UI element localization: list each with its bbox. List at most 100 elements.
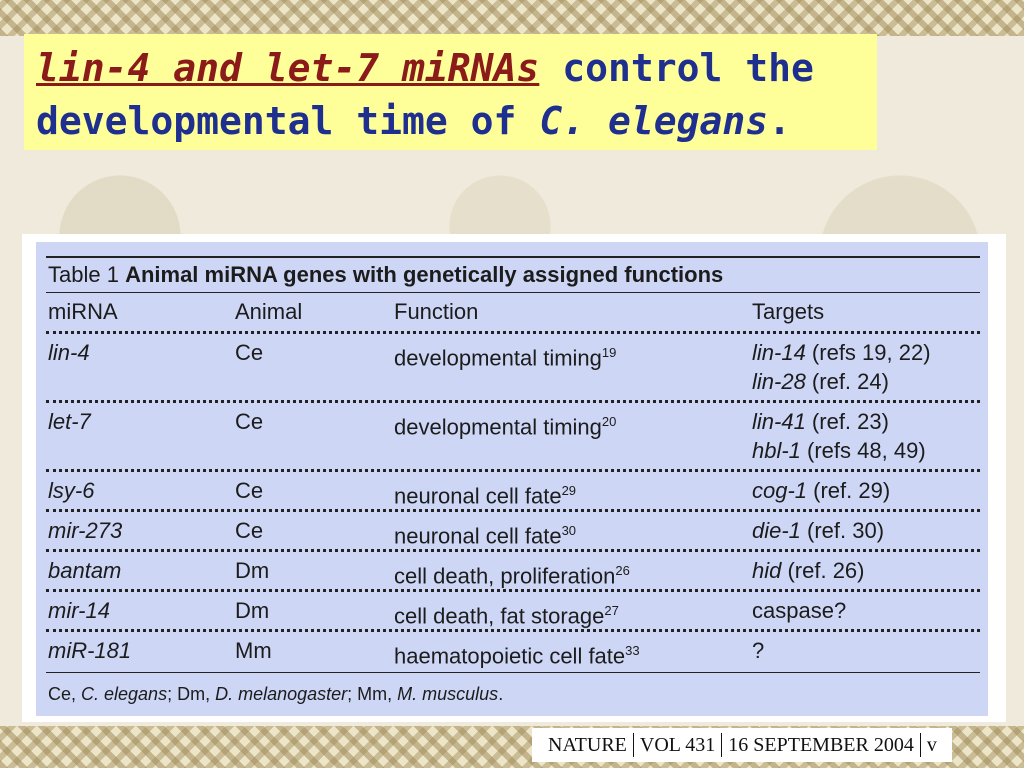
function-text: developmental timing	[394, 345, 602, 371]
row-mir273-target-1: die-1 (ref. 30)	[752, 518, 884, 544]
row-bantam-mirna: bantam	[48, 558, 121, 584]
mirna-table: Table 1 Animal miRNA genes with genetica…	[36, 242, 988, 716]
citation-trail: v	[926, 733, 937, 756]
target-ref: (ref. 23)	[805, 409, 889, 434]
footnote-text: Ce,	[48, 684, 82, 704]
citation-separator	[919, 733, 921, 757]
mirna-name: bantam	[48, 558, 122, 583]
citation-separator	[632, 733, 634, 757]
row-mir14-animal: Dm	[235, 598, 270, 623]
row-mir273-function: neuronal cell fate30	[394, 518, 576, 549]
row-lin4-mirna: lin-4	[48, 340, 90, 366]
slide-title: lin-4 and let-7 miRNAs control the devel…	[24, 34, 877, 150]
target-ref: (ref. 24)	[805, 369, 889, 394]
row-lin4-animal: Ce	[235, 340, 264, 365]
footnote-text: ; Dm,	[167, 684, 216, 704]
header-mirna: miRNA	[48, 299, 118, 324]
target-ref: (ref. 30)	[800, 518, 885, 543]
row-mir14-mirna: mir-14	[48, 598, 110, 624]
target-gene: lin-14	[752, 340, 806, 365]
row-lin4-target-2: lin-28 (ref. 24)	[752, 369, 889, 395]
header-targets: Targets	[752, 299, 825, 324]
table-caption: Table 1 Animal miRNA genes with genetica…	[48, 262, 723, 288]
footnote-text: ; Mm,	[347, 684, 398, 704]
row-let7-target-1: lin-41 (ref. 23)	[752, 409, 889, 435]
row-mir181-mirna: miR-181	[48, 638, 131, 664]
title-period: .	[768, 99, 791, 143]
function-ref: 19	[601, 345, 617, 360]
title-line2-text: developmental time of	[36, 99, 540, 143]
row-let7-mirna: let-7	[48, 409, 91, 435]
function-text: neuronal cell fate	[394, 483, 562, 509]
citation-volume: VOL 431	[639, 733, 716, 756]
target-ref: caspase?	[752, 598, 847, 623]
row-lsy6-animal: Ce	[235, 478, 264, 503]
footnote-species: M. musculus	[397, 684, 499, 704]
row-lsy6-target-1: cog-1 (ref. 29)	[752, 478, 890, 504]
target-gene: cog-1	[752, 478, 808, 503]
row-lin4-function: developmental timing19	[394, 340, 616, 371]
row-mir181-target-1: ?	[752, 638, 764, 664]
mirna-name: let-7	[48, 409, 91, 434]
table-footnote: Ce, C. elegans; Dm, D. melanogaster; Mm,…	[48, 684, 503, 705]
header-function: Function	[394, 299, 479, 324]
target-gene: die-1	[752, 518, 801, 543]
row-divider	[46, 469, 980, 472]
journal-citation: NATURE VOL 431 16 SEPTEMBER 2004 v	[532, 728, 952, 762]
function-ref: 26	[615, 563, 630, 578]
header-animal: Animal	[235, 299, 303, 324]
function-ref: 30	[561, 523, 577, 538]
row-mir14-target-1: caspase?	[752, 598, 846, 624]
target-ref: (refs 48, 49)	[800, 438, 926, 463]
target-gene: hid	[752, 558, 782, 583]
caption-label: Table 1	[48, 262, 126, 287]
title-line-1: lin-4 and let-7 miRNAs control the	[36, 42, 865, 95]
row-mir181-animal: Mm	[235, 638, 272, 663]
footnote-text: .	[498, 684, 504, 704]
function-text: neuronal cell fate	[394, 523, 562, 549]
function-text: developmental timing	[394, 414, 602, 440]
mirna-name: lin-4	[48, 340, 90, 365]
row-bantam-animal: Dm	[235, 558, 270, 583]
row-let7-target-2: hbl-1 (refs 48, 49)	[752, 438, 926, 464]
function-ref: 20	[601, 414, 617, 429]
row-let7-animal: Ce	[235, 409, 264, 434]
row-mir14-function: cell death, fat storage27	[394, 598, 619, 629]
mirna-name: miR-181	[48, 638, 132, 663]
target-gene: hbl-1	[752, 438, 801, 463]
row-mir273-animal: Ce	[235, 518, 264, 543]
row-divider	[46, 509, 980, 512]
mirna-name: lsy-6	[48, 478, 95, 503]
caption-title: Animal miRNA genes with genetically assi…	[125, 262, 724, 287]
target-ref: ?	[752, 638, 765, 663]
row-lsy6-function: neuronal cell fate29	[394, 478, 576, 509]
title-species: C. elegans	[539, 99, 769, 143]
row-bantam-function: cell death, proliferation26	[394, 558, 630, 589]
row-divider	[46, 549, 980, 552]
function-text: cell death, fat storage	[394, 603, 605, 629]
target-ref: (ref. 29)	[807, 478, 891, 503]
target-gene: lin-41	[752, 409, 806, 434]
row-mir181-function: haematopoietic cell fate33	[394, 638, 640, 669]
caption-rule	[46, 292, 980, 293]
target-ref: (refs 19, 22)	[805, 340, 931, 365]
target-gene: lin-28	[752, 369, 806, 394]
target-ref: (ref. 26)	[781, 558, 865, 583]
table-top-rule	[46, 256, 980, 258]
function-text: cell death, proliferation	[394, 563, 616, 589]
mirna-name: mir-14	[48, 598, 110, 623]
row-divider	[46, 400, 980, 403]
top-decorative-border	[0, 0, 1024, 36]
row-lsy6-mirna: lsy-6	[48, 478, 94, 504]
row-mir273-mirna: mir-273	[48, 518, 122, 544]
footnote-species: D. melanogaster	[215, 684, 348, 704]
row-lin4-target-1: lin-14 (refs 19, 22)	[752, 340, 931, 366]
table-image-panel: Table 1 Animal miRNA genes with genetica…	[22, 234, 1006, 722]
citation-date: 16 SEPTEMBER 2004	[728, 733, 914, 756]
footnote-species: C. elegans	[81, 684, 168, 704]
function-ref: 33	[625, 643, 640, 658]
citation-separator	[721, 733, 723, 757]
row-divider	[46, 589, 980, 592]
row-divider	[46, 629, 980, 632]
title-line-2: developmental time of C. elegans.	[36, 95, 865, 148]
